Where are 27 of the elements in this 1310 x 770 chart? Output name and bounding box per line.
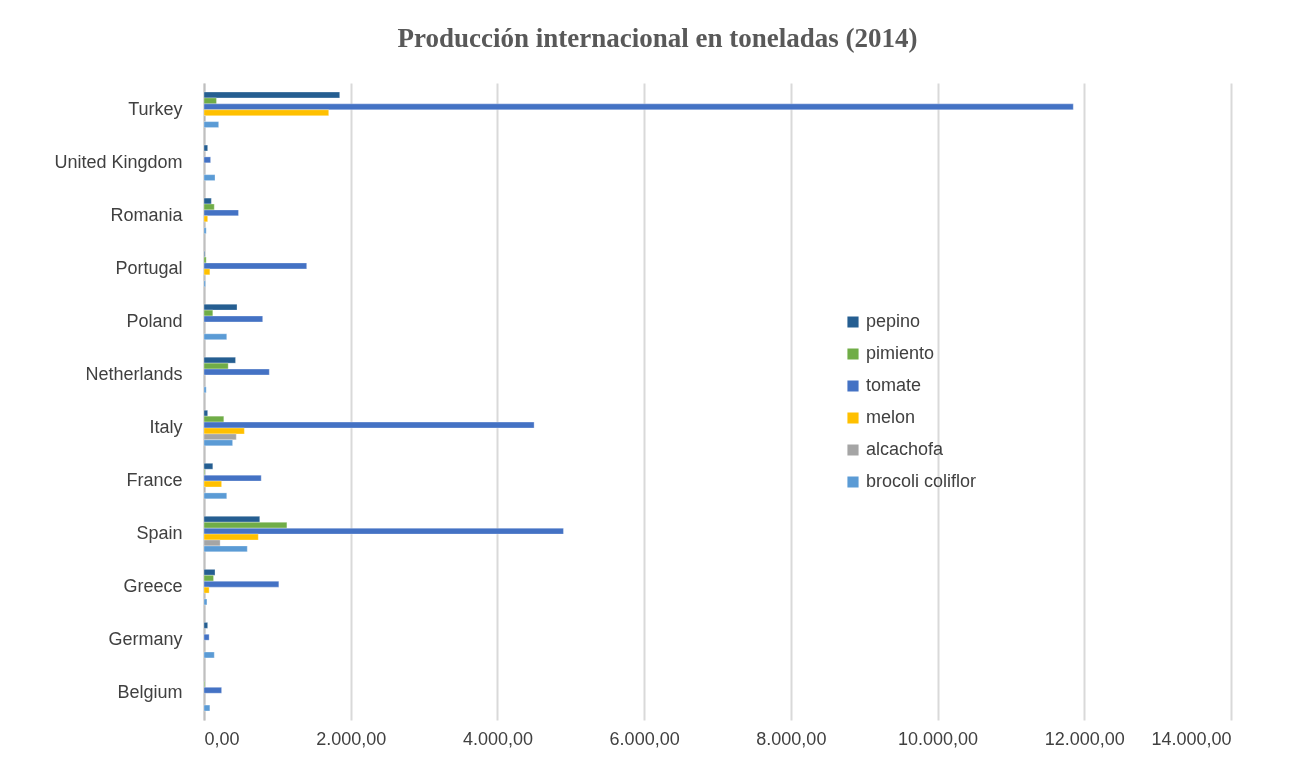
- x-tick-label: 0,00: [204, 728, 240, 749]
- y-tick-label: Belgium: [117, 682, 183, 703]
- y-tick-label: Spain: [136, 523, 183, 544]
- y-tick-label: Poland: [126, 310, 183, 331]
- legend-label: melon: [866, 407, 916, 427]
- y-tick-label: Greece: [123, 576, 183, 597]
- y-tick-label: France: [126, 470, 183, 491]
- x-tick-label: 12.000,00: [1044, 728, 1125, 749]
- y-tick-label: United Kingdom: [54, 151, 183, 172]
- y-tick-label: Netherlands: [85, 363, 183, 384]
- x-tick-label: 4.000,00: [462, 728, 533, 749]
- x-tick-label: 14.000,00: [1151, 728, 1232, 749]
- y-tick-label: Romania: [110, 204, 184, 225]
- chart-title: Producción internacional en toneladas (2014): [397, 23, 918, 53]
- x-tick-label: 2.000,00: [316, 728, 387, 749]
- legend-label: brocoli coliflor: [866, 471, 977, 491]
- y-tick-label: Portugal: [115, 257, 183, 278]
- legend-label: pimiento: [866, 343, 935, 363]
- legend-label: tomate: [866, 375, 922, 395]
- y-tick-label: Germany: [108, 629, 183, 650]
- x-tick-label: 10.000,00: [898, 728, 979, 749]
- x-tick-label: 8.000,00: [756, 728, 827, 749]
- y-tick-label: Turkey: [128, 98, 183, 119]
- x-tick-label: 6.000,00: [609, 728, 680, 749]
- legend-label: pepino: [866, 311, 921, 331]
- y-tick-label: Italy: [149, 417, 183, 438]
- legend-label: alcachofa: [866, 439, 945, 459]
